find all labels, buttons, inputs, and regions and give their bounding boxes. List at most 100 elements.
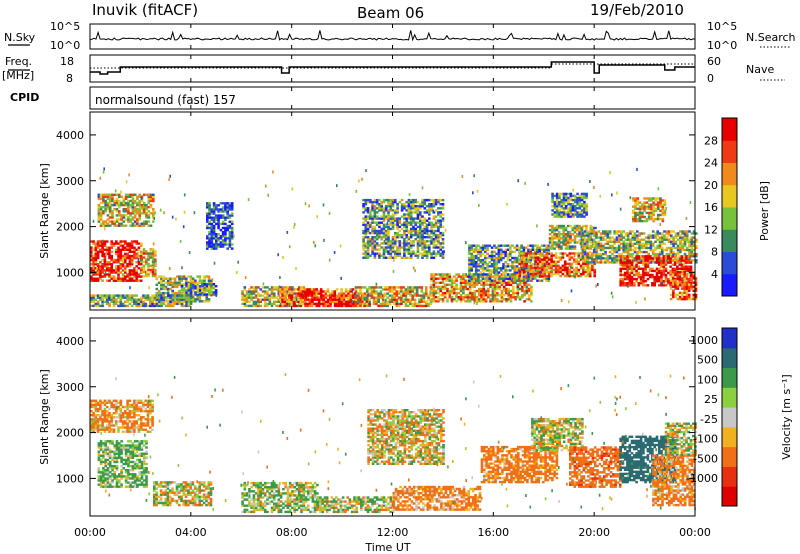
rti-cell [560, 224, 563, 228]
rti-cell [562, 243, 565, 246]
rti-cell [196, 289, 200, 292]
rti-cell [573, 258, 576, 261]
rti-cell [493, 261, 496, 264]
rti-cell [226, 224, 229, 228]
rti-cell [378, 248, 381, 251]
rti-cell [479, 275, 483, 278]
rti-cell [477, 244, 480, 247]
rti-cell [118, 201, 121, 205]
rti-cell [131, 208, 135, 211]
rti-cell [554, 264, 558, 267]
rti-cell [185, 285, 188, 288]
rti-cell [354, 286, 358, 289]
rti-cell [621, 273, 625, 277]
rti-cell [521, 294, 524, 297]
rti-cell [187, 283, 191, 286]
rti-cell [398, 242, 402, 245]
rti-cell [504, 269, 507, 272]
rti-cell [409, 221, 413, 224]
rti-cell [464, 283, 467, 286]
rti-cell [597, 240, 600, 243]
rti-cell [380, 231, 383, 235]
rti-cell [551, 213, 554, 216]
rti-cell [591, 264, 594, 267]
rti-cell [139, 250, 143, 253]
rti-cell [366, 248, 370, 251]
rti-cell [128, 250, 132, 253]
rti-cell [378, 207, 381, 210]
rti-cell [162, 294, 165, 297]
rti-cell [481, 248, 485, 251]
rti-cell [166, 291, 170, 295]
rti-cell [362, 242, 365, 245]
rti-cell [482, 291, 486, 295]
rti-cell [527, 244, 530, 247]
rti-cell [389, 215, 393, 218]
rti-cell [584, 262, 587, 265]
rti-cell [406, 298, 410, 301]
rti-cell [588, 246, 591, 250]
rti-cell [564, 243, 568, 246]
nave-label: Nave [746, 63, 774, 76]
rti-cell [428, 223, 431, 226]
rti-cell [593, 262, 596, 265]
rti-cell [536, 261, 539, 264]
rti-cell [520, 256, 524, 259]
rti-cell [110, 269, 113, 272]
rti-cell [409, 246, 413, 249]
rti-cell [407, 250, 411, 253]
rti-cell [359, 296, 362, 299]
rti-cell [102, 201, 105, 205]
rti-cell [151, 250, 155, 253]
rti-cell [212, 291, 216, 294]
rti-cell [369, 221, 372, 224]
rti-cell [412, 229, 415, 233]
rti-cell [628, 259, 632, 262]
rti-cell [633, 242, 637, 245]
rti-cell [414, 198, 417, 202]
rti-cell [551, 198, 554, 202]
rti-cell [126, 246, 129, 249]
rti-cell [108, 294, 111, 297]
rti-cell [493, 294, 497, 297]
rti-cell [122, 214, 126, 217]
rti-cell [203, 285, 206, 289]
rti-cell [441, 281, 445, 284]
rti-cell [212, 233, 216, 236]
rti-cell [254, 304, 258, 308]
rti-cell [432, 238, 436, 241]
rti-cell [584, 268, 587, 272]
rti-cell [108, 199, 112, 203]
rti-cell [362, 198, 365, 202]
rti-cell [443, 283, 447, 286]
rti-cell [620, 232, 623, 235]
rti-cell [115, 203, 119, 207]
rti-cell [550, 268, 553, 272]
rti-cell [329, 302, 332, 306]
rti-cell [250, 286, 253, 289]
rti-cell [608, 232, 612, 235]
rti-cell [439, 215, 442, 218]
rti-cell [221, 230, 225, 234]
rti-cell [126, 265, 129, 268]
rti-cell [419, 227, 422, 231]
rti-cell [142, 252, 146, 255]
rti-cell [475, 277, 479, 280]
rti-cell [588, 262, 592, 265]
rti-cell [585, 192, 588, 196]
rti-cell [243, 298, 247, 301]
rti-cell [139, 298, 143, 301]
rti-cell [425, 223, 429, 226]
rti-cell [382, 213, 386, 216]
rti-cell [380, 242, 383, 245]
rti-cell [160, 302, 163, 306]
rti-cell [516, 291, 520, 295]
rti-cell [506, 275, 510, 278]
rti-cell [379, 286, 383, 289]
rti-cell [672, 238, 675, 241]
rti-cell [606, 240, 610, 243]
rti-cell [422, 294, 426, 297]
rti-cell [133, 267, 136, 270]
rti-cell [473, 296, 476, 299]
